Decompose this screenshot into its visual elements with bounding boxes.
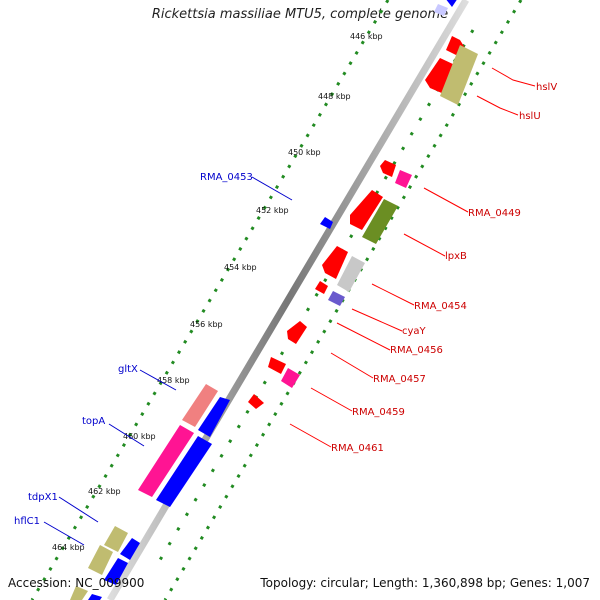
map-title: Rickettsia massiliae MTU5, complete geno… [151,7,449,22]
gene-hslU [440,45,478,105]
gene-label-tdpX1: tdpX1 [28,492,58,503]
gene-RMA_0449-a [380,160,396,177]
tick-label: 460 kbp [123,432,156,441]
inner-dotted-ring [30,0,390,600]
gene-hflC1 [88,545,113,575]
gene-label-lpxB: lpxB [445,251,467,262]
gene-label-RMA_0461: RMA_0461 [331,443,384,454]
gene-RMA_0461 [248,394,264,409]
gene-hflC1-blue [104,558,128,585]
gene-RMA_0454-red [322,246,348,279]
tick-label: 456 kbp [190,320,223,329]
gene-bottom-khaki [70,586,88,600]
gene-tdpX1 [104,526,128,552]
gene-RMA_0454 [337,256,365,292]
tick-label: 462 kbp [88,487,121,496]
gene-label-RMA_0456: RMA_0456 [390,345,443,356]
gene-hslV-aux [425,58,455,94]
accession-text: Accession: NC_009900 [8,576,145,590]
feature-top-lavender [434,4,448,16]
right-leader-lines [289,67,536,448]
gene-label-RMA_0459: RMA_0459 [352,407,405,418]
tick-label: 458 kbp [157,376,190,385]
gene-label-hslU: hslU [519,111,541,122]
tick-label: 452 kbp [256,206,289,215]
genome-backbone [106,0,470,600]
middle-dotted-ring [158,29,475,561]
topology-text: Topology: circular; Length: 1,360,898 bp… [260,576,590,590]
gene-RMA_0453 [320,217,333,229]
gene-bottom-blue [88,594,102,600]
gene-RMA_0454-small [315,281,328,294]
gene-gltX-blue [198,397,230,437]
gene-lpxB-red [350,190,383,230]
gene-cyaY [328,291,345,306]
gene-label-hslV: hslV [536,82,557,93]
gene-tdpX1-blue [120,538,140,560]
gene-RMA_0459 [281,368,300,388]
gene-RMA_0449-b [395,170,412,188]
left-leader-lines [43,176,293,546]
gene-label-RMA_0453: RMA_0453 [200,172,253,183]
gene-gltX [182,384,218,427]
gene-label-gltX: gltX [118,364,138,375]
gene-RMA_0457 [268,357,286,374]
tick-label: 446 kbp [350,32,383,41]
feature-top-blue [446,0,457,7]
gene-label-topA: topA [82,416,105,427]
gene-topA [138,425,194,497]
gene-label-hflC1: hflC1 [14,516,40,527]
gene-RMA_0456 [287,321,307,344]
gene-label-cyaY: cyaY [402,326,427,337]
gene-label-RMA_0449: RMA_0449 [468,208,521,219]
tick-label: 448 kbp [318,92,351,101]
gene-lpxB [362,199,398,244]
tick-label: 464 kbp [52,543,85,552]
tick-label: 450 kbp [288,148,321,157]
tick-label: 454 kbp [224,263,257,272]
gene-topA-blue [156,436,212,507]
gene-label-RMA_0454: RMA_0454 [414,301,467,312]
gene-label-RMA_0457: RMA_0457 [373,374,426,385]
